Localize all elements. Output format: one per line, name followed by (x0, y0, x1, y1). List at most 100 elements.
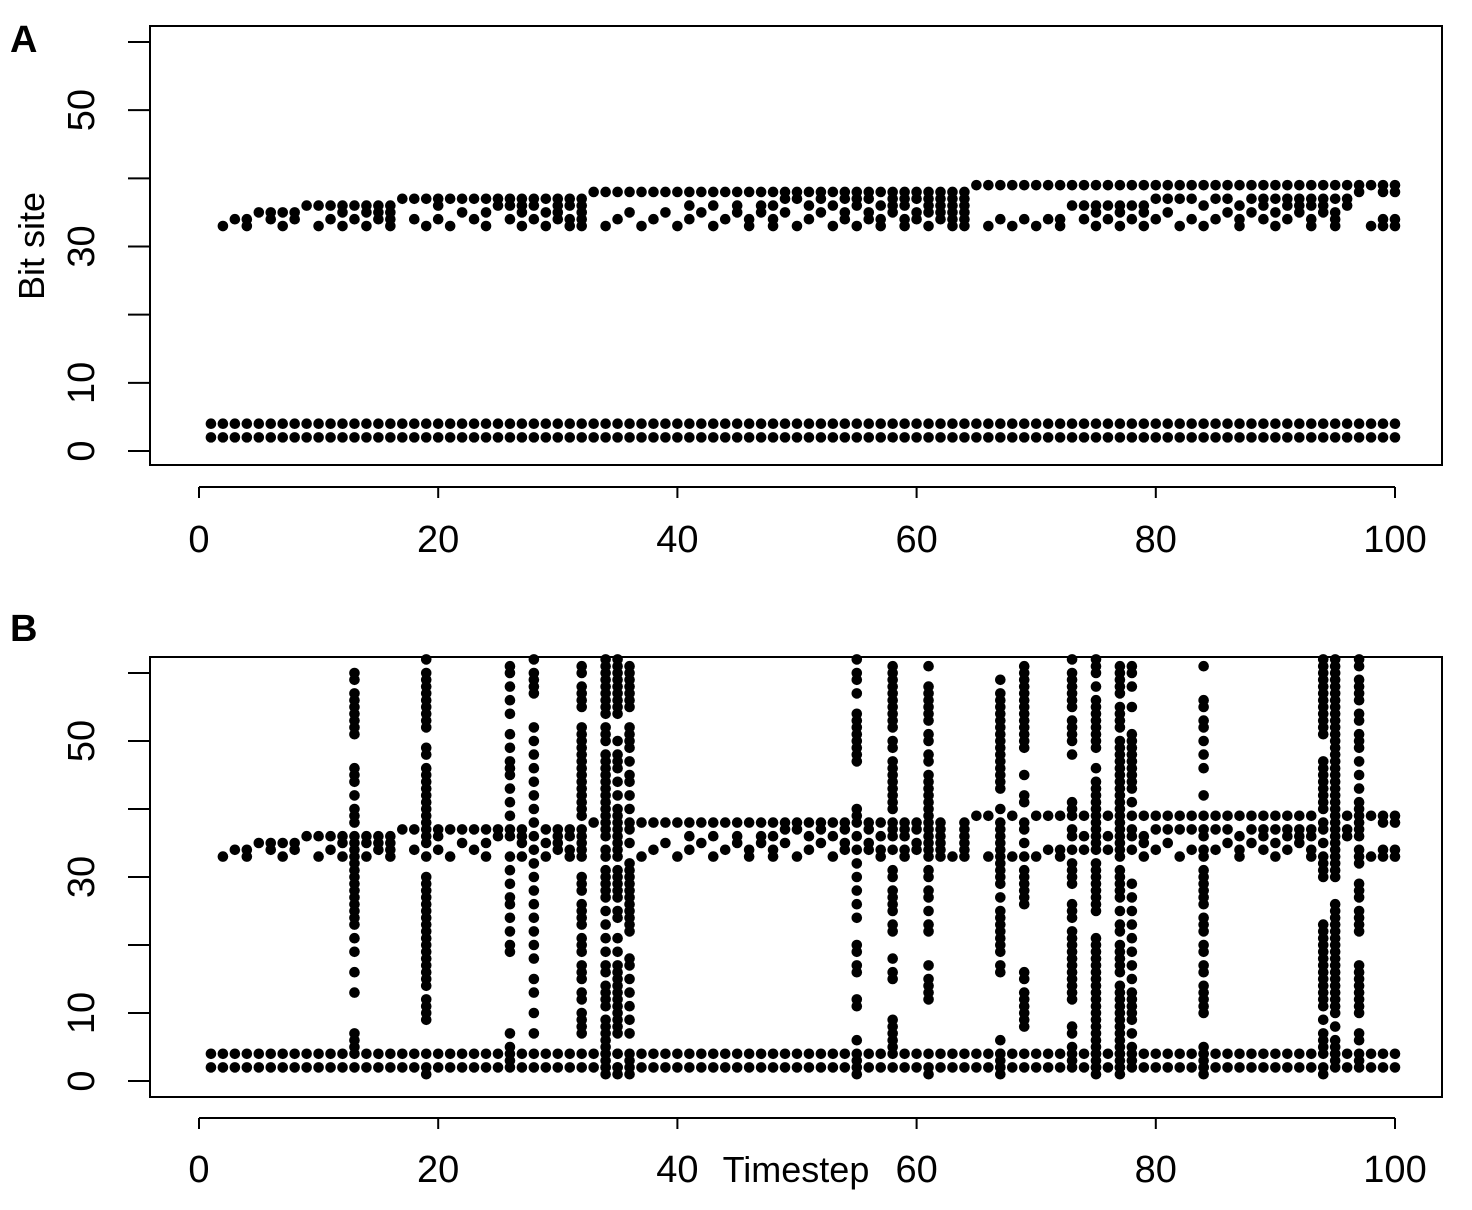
data-point (899, 432, 910, 443)
data-point (1353, 783, 1365, 794)
data-point (1294, 1062, 1305, 1073)
data-point (1150, 179, 1162, 191)
data-point (684, 844, 695, 856)
data-point (552, 432, 564, 443)
data-point (540, 851, 552, 862)
data-point (528, 844, 540, 856)
data-point (1150, 418, 1162, 430)
data-point (1329, 654, 1341, 665)
data-point (624, 1000, 635, 1012)
data-point (564, 193, 576, 205)
data-point (552, 418, 564, 430)
data-point (576, 987, 588, 998)
data-point (971, 179, 982, 191)
data-point (827, 432, 839, 443)
data-point (1186, 193, 1197, 205)
data-point (552, 1048, 564, 1060)
data-point (1066, 824, 1078, 835)
data-point (1377, 432, 1389, 443)
data-point (743, 213, 755, 225)
data-point (504, 783, 516, 794)
data-point (516, 193, 528, 205)
data-point (420, 871, 432, 883)
data-point (1282, 824, 1293, 835)
data-point (265, 837, 277, 849)
data-point (803, 418, 815, 430)
data-point (217, 851, 229, 862)
data-point (851, 858, 863, 869)
data-point (1222, 1048, 1233, 1060)
data-point (528, 912, 540, 924)
data-point (624, 987, 635, 998)
data-point (1198, 960, 1209, 971)
data-point (899, 213, 910, 225)
data-point (420, 851, 432, 862)
data-point (337, 418, 348, 430)
data-point (504, 864, 516, 876)
data-point (1317, 851, 1329, 862)
data-point (995, 905, 1006, 917)
data-point (349, 987, 360, 998)
data-point (839, 418, 851, 430)
data-point (528, 817, 540, 828)
x-tick-label: 80 (1135, 1149, 1177, 1191)
data-point (971, 1048, 982, 1060)
data-point (504, 878, 516, 890)
data-point (779, 207, 791, 218)
data-point (719, 1062, 731, 1073)
data-point (1126, 418, 1138, 430)
data-point (1353, 960, 1365, 971)
data-point (1365, 1048, 1377, 1060)
data-point (1006, 851, 1018, 862)
data-point (1294, 418, 1305, 430)
data-point (1317, 756, 1329, 767)
data-point (1365, 810, 1377, 822)
data-point (1066, 1021, 1078, 1032)
data-point (1365, 179, 1377, 191)
data-point (1030, 810, 1042, 822)
data-point (313, 830, 324, 842)
data-point (947, 186, 958, 198)
y-tick-label: 30 (61, 856, 103, 898)
data-point (1042, 844, 1054, 856)
data-point (444, 824, 456, 835)
data-point (851, 994, 863, 1005)
data-point (1305, 179, 1317, 191)
data-point (480, 193, 492, 205)
data-point (851, 912, 863, 924)
data-point (624, 769, 635, 781)
data-point (672, 432, 683, 443)
data-point (504, 851, 516, 862)
data-point (349, 432, 360, 443)
data-point (1329, 193, 1341, 205)
data-point (971, 432, 982, 443)
data-point (1305, 213, 1317, 225)
data-point (564, 824, 576, 835)
data-point (432, 432, 444, 443)
data-point (923, 418, 934, 430)
data-point (528, 926, 540, 937)
data-point (492, 193, 504, 205)
data-point (1138, 432, 1150, 443)
data-point (265, 418, 277, 430)
data-point (504, 728, 516, 740)
panel-b-xlabel: Timestep (723, 1149, 870, 1190)
data-point (1234, 810, 1245, 822)
data-point (911, 1062, 922, 1073)
data-point (1341, 824, 1353, 835)
data-point (1078, 213, 1090, 225)
data-point (767, 830, 779, 842)
data-point (1234, 830, 1245, 842)
data-point (540, 207, 552, 218)
data-point (887, 817, 898, 828)
data-point (923, 681, 934, 692)
data-point (612, 654, 623, 665)
data-point (923, 432, 934, 443)
data-point (791, 1062, 803, 1073)
data-point (289, 432, 300, 443)
data-point (1018, 179, 1030, 191)
data-point (731, 186, 743, 198)
data-point (241, 1062, 253, 1073)
data-point (528, 193, 540, 205)
data-point (851, 654, 863, 665)
